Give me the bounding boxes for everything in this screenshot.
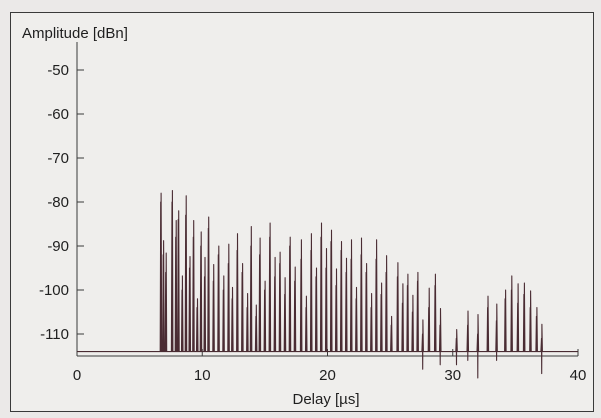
x-tick-label: 20 <box>319 367 336 384</box>
y-tick-label: -70 <box>47 150 69 167</box>
y-axis-title: Amplitude [dBn] <box>22 25 128 42</box>
x-tick-label: 10 <box>194 367 211 384</box>
x-axis-title: Delay [µs] <box>293 391 360 408</box>
axis-ticks: -50 -60 -70 -80 -90 -100 -110 0 10 20 30 40 <box>39 62 586 384</box>
y-tick-label: -90 <box>47 238 69 255</box>
x-tick-label: 40 <box>570 367 587 384</box>
y-tick-label: -80 <box>47 194 69 211</box>
y-tick-label: -100 <box>39 282 69 299</box>
x-tick-label: 0 <box>73 367 81 384</box>
y-tick-label: -110 <box>40 326 69 343</box>
x-tick-label: 30 <box>444 367 461 384</box>
y-tick-label: -60 <box>47 106 69 123</box>
y-tick-label: -50 <box>47 62 69 79</box>
series-line <box>77 190 578 379</box>
